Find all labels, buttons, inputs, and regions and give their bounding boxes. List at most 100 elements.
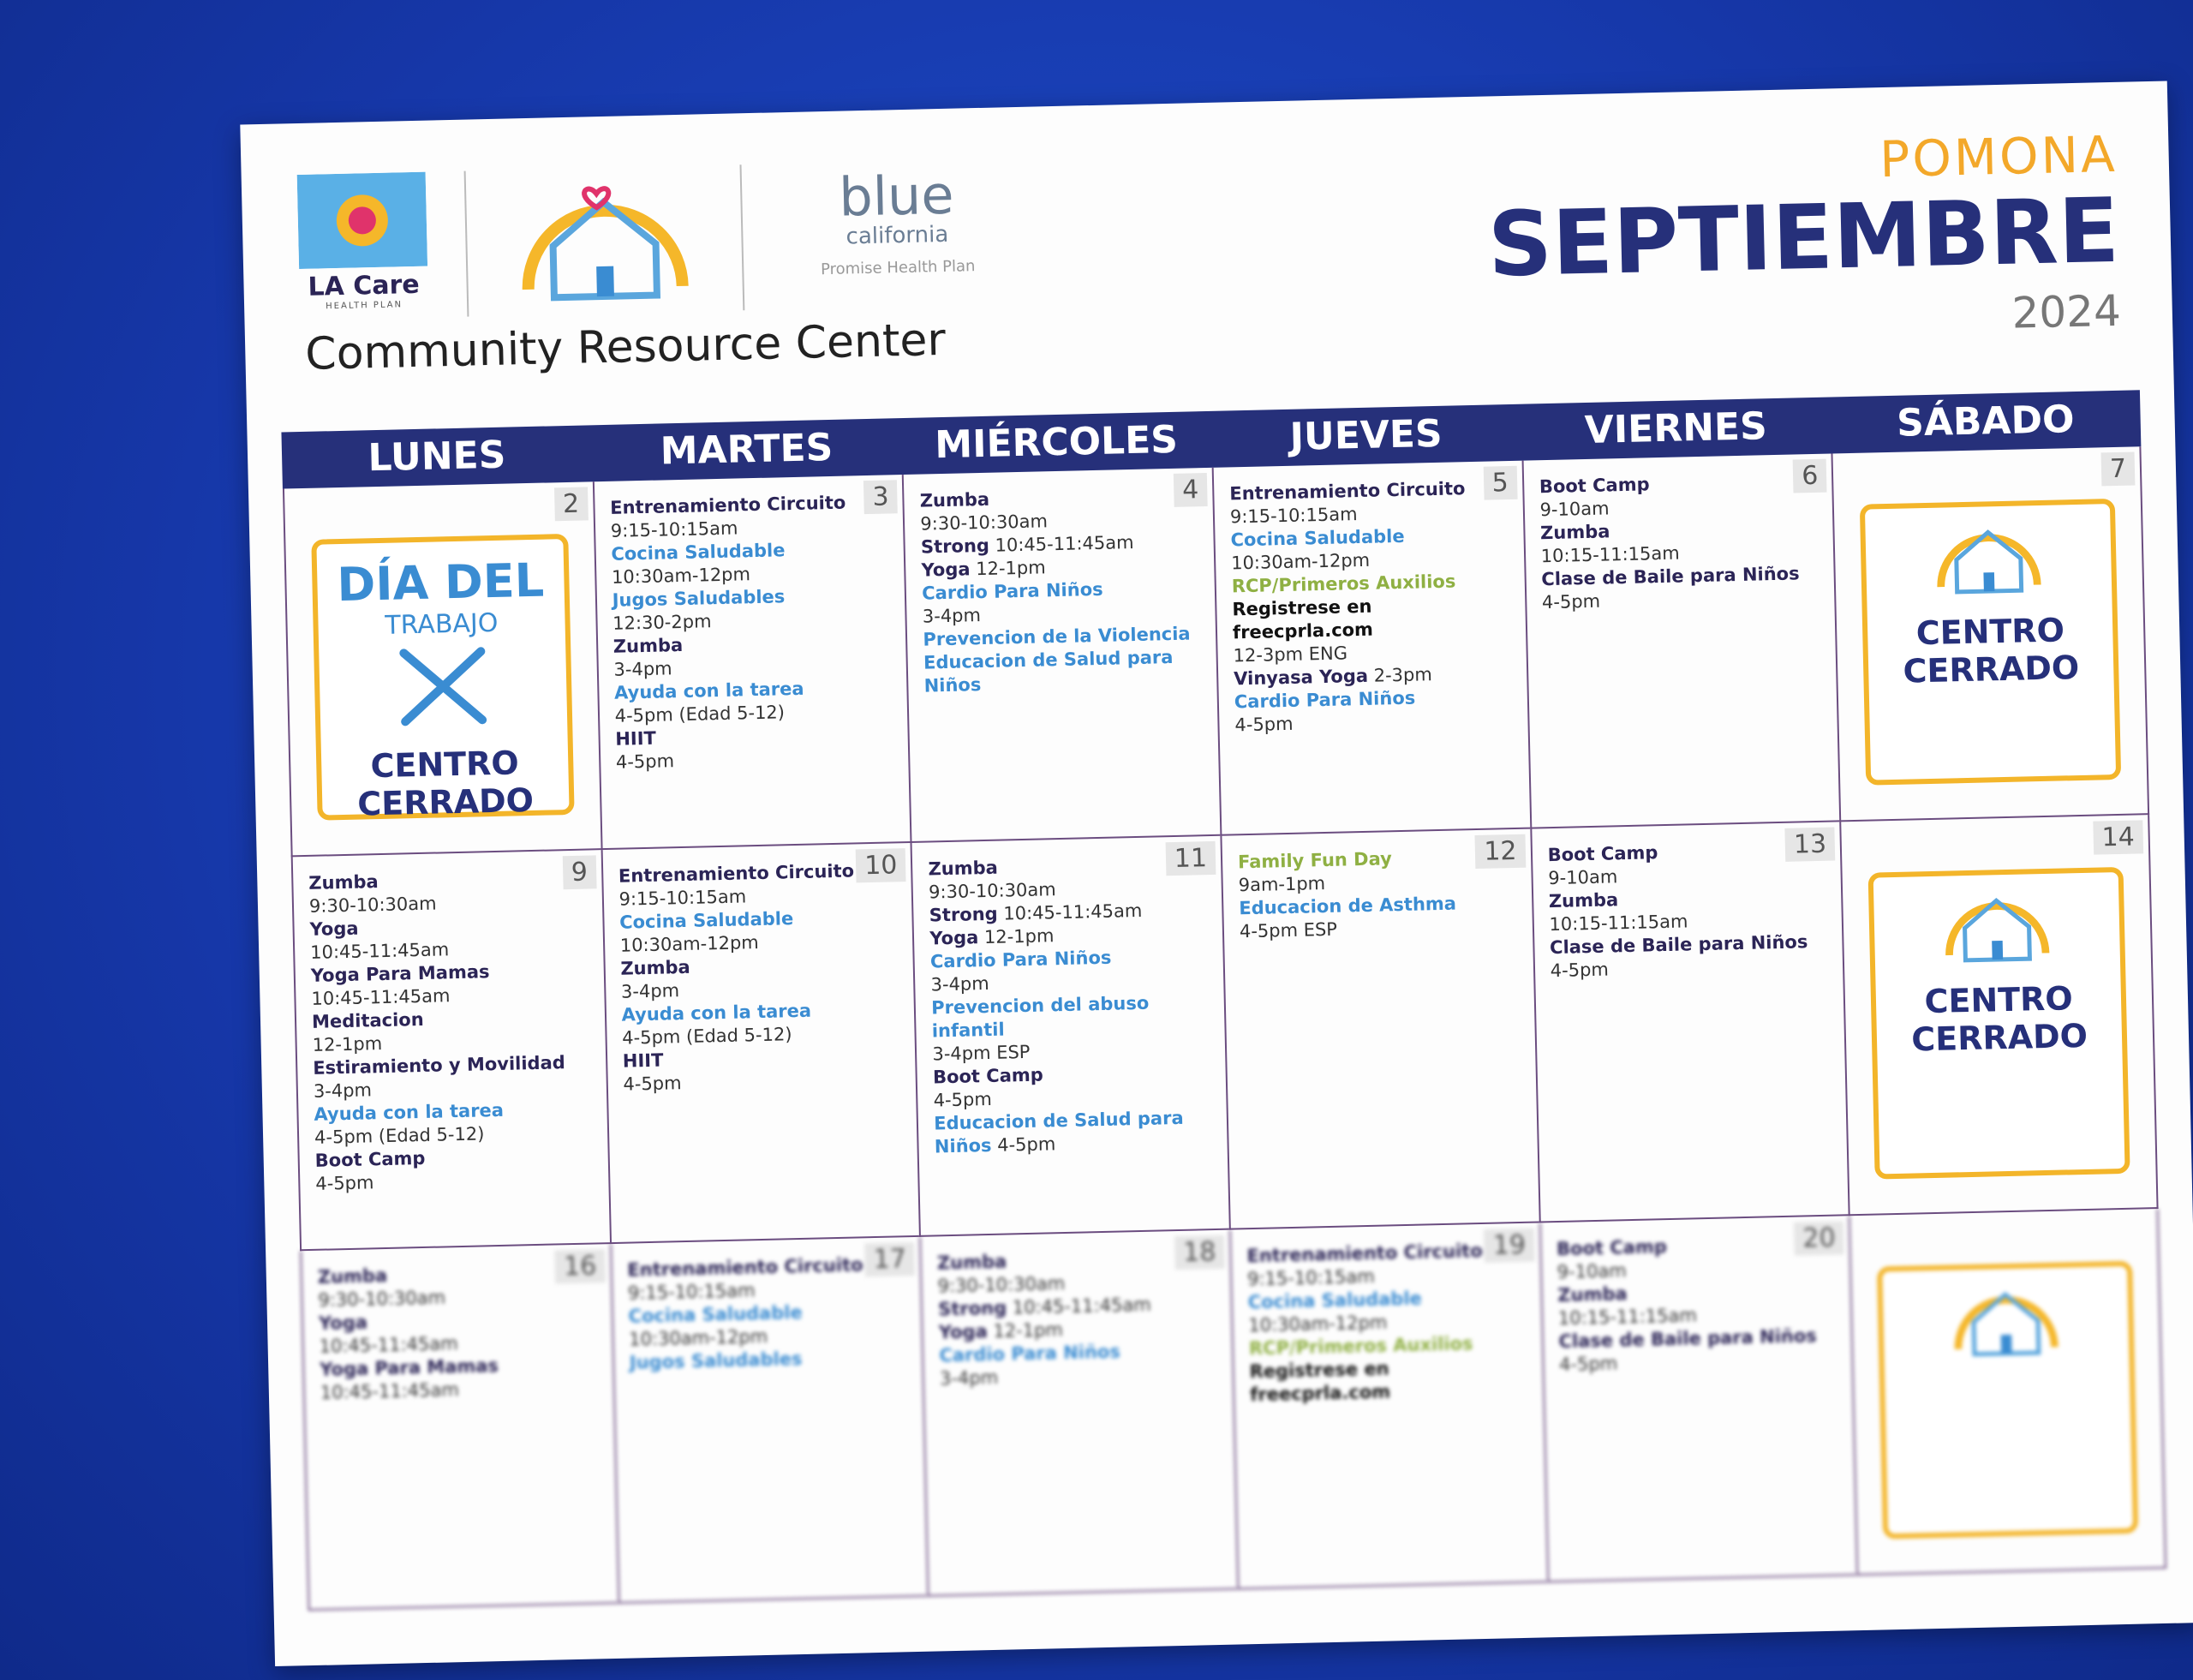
activity: Yoga Para Mamas 10:45-11:45am <box>311 958 595 1010</box>
la-care-name: LA Care <box>308 269 421 302</box>
closed-badge: DÍA DEL TRABAJO CENTRO CERRADO <box>311 533 575 823</box>
activity: Boot Camp 9-10am <box>1539 469 1823 522</box>
activity: Zumba 10:15-11:15am <box>1549 884 1832 936</box>
activity-time: 3-4pm <box>313 1079 373 1102</box>
activity: Estiramiento y Movilidad 3-4pm <box>313 1050 596 1103</box>
activity-name: Zumba <box>612 634 684 657</box>
day-cell <box>1848 1209 2167 1576</box>
day-cell: 12 Family Fun Day 9am-1pm Educacion de Asth… <box>1220 828 1539 1230</box>
activity-name: Boot Camp <box>1547 842 1658 866</box>
calendar-flyer: LA Care HEALTH PLAN blue california Prom… <box>240 81 2193 1667</box>
activity-name: Zumba <box>919 488 990 511</box>
activity-time: 12-3pm ENG <box>1233 643 1348 667</box>
activity-name: Educacion de Salud para Niños <box>934 1107 1184 1157</box>
day-number: 10 <box>855 848 906 883</box>
activity: Entrenamiento Circuito 9:15-10:15am <box>610 490 893 542</box>
activity-name: Yoga <box>921 559 971 581</box>
activity: Clase de Baile para Niños 4-5pm <box>1550 930 1833 983</box>
activity-name: Yoga <box>938 1321 988 1343</box>
activity-time: 9-10am <box>1548 866 1618 889</box>
activity-time: 10:30am-12pm <box>628 1325 768 1350</box>
day-number: 20 <box>1793 1221 1845 1256</box>
activity-name: Yoga <box>309 918 359 940</box>
activity: Zumba 10:15-11:15am <box>1557 1278 1841 1330</box>
activity-time: 12-1pm <box>983 925 1055 948</box>
activity: Yoga 10:45-11:45am <box>319 1306 602 1358</box>
day-number: 11 <box>1165 840 1216 876</box>
activity-time: 4-5pm (Edad 5-12) <box>314 1123 485 1148</box>
activity: Cardio Para Niños 4-5pm <box>1234 685 1518 737</box>
activity-name: Zumba <box>308 871 379 894</box>
activity-time: 10:45-11:45am <box>311 985 451 1009</box>
closed-badge: CENTRO CERRADO <box>1867 866 2130 1180</box>
activity-name: Cardio Para Niños <box>929 947 1112 972</box>
blue-name: blue <box>838 163 955 229</box>
activity: Educacion de Asthma 4-5pm ESP <box>1239 891 1522 943</box>
activity-time: 9:15-10:15am <box>1229 504 1358 528</box>
activity: Cardio Para Niños 3-4pm <box>939 1338 1222 1390</box>
day-cell: 17 Entrenamiento Circuito 9:15-10:15am Coci… <box>609 1236 928 1604</box>
activity-time: 9:30-10:30am <box>308 893 437 917</box>
activity-name: HIIT <box>622 1049 664 1072</box>
activity-name: Jugos Saludables <box>629 1348 803 1373</box>
activity-time: 10:30am-12pm <box>619 932 759 956</box>
activity: HIIT 4-5pm <box>623 1043 906 1096</box>
activity-name: Strong <box>929 903 998 926</box>
activity-time: 10:45-11:45am <box>995 531 1134 556</box>
activity-name: RCP/Primeros Auxilios <box>1231 571 1456 597</box>
activity-time: 3-4pm <box>930 972 989 995</box>
activity: Boot Camp 4-5pm <box>314 1143 598 1195</box>
activity-name: Cocina Saludable <box>611 540 786 565</box>
day-cell: 11 Zumba 9:30-10:30am Strong 10:45-11:45am Y… <box>910 835 1229 1237</box>
day-cell: 20 Boot Camp 9-10am Zumba 10:15-11:15am Clase… <box>1539 1216 1857 1583</box>
activity: Cardio Para Niños 3-4pm <box>930 944 1214 996</box>
activity-time: 10:45-11:45am <box>1012 1294 1151 1318</box>
activity-time: 4-5pm ESP <box>1239 918 1338 942</box>
activity: Zumba 3-4pm <box>613 629 897 681</box>
activity-time: 3-4pm <box>613 658 672 680</box>
activity-time: 4-5pm <box>1558 1353 1618 1375</box>
activity-time: 10:45-11:45am <box>309 939 450 963</box>
activity: Zumba 10:15-11:15am <box>1540 516 1824 568</box>
activity-name: Entrenamiento Circuito <box>627 1254 863 1281</box>
activity-name: Strong <box>920 535 990 558</box>
activity-name: Strong <box>937 1297 1007 1320</box>
activity: Zumba 9:30-10:30am <box>919 483 1203 535</box>
day-number: 9 <box>562 855 597 890</box>
activity-time: 4-5pm <box>1541 590 1601 613</box>
activity-name: Clase de Baile para Niños <box>1549 931 1808 959</box>
day-number: 4 <box>1173 473 1208 507</box>
activity: Cocina Saludable 10:30am-12pm <box>611 536 894 589</box>
tools-icon <box>399 647 487 726</box>
activity-name: Cardio Para Niños <box>921 578 1103 604</box>
activity-name: Zumba <box>928 857 999 880</box>
activity-name: Educacion de Asthma <box>1239 893 1457 919</box>
activity-name: Prevencion del abuso infantil <box>930 992 1150 1042</box>
activity-name: Boot Camp <box>1556 1236 1668 1259</box>
activity-name: Clase de Baile para Niños <box>1541 563 1800 590</box>
activity-time: 12-1pm <box>975 557 1046 580</box>
weekday: SÁBADO <box>1896 398 2076 445</box>
la-care-logo: LA Care HEALTH PLAN <box>293 171 433 313</box>
activity-name: Zumba <box>1548 889 1619 912</box>
activity: Yoga Para Mamas 10:45-11:45am <box>320 1352 603 1404</box>
calendar-grid: 2 DÍA DEL TRABAJO CENTRO CERRADO 3 Entrenamie… <box>282 446 2167 1611</box>
day-number: 19 <box>1484 1228 1535 1263</box>
activity-name: Entrenamiento Circuito <box>1246 1240 1483 1267</box>
activity-name: Entrenamiento Circuito <box>1229 478 1466 505</box>
weekday: MIÉRCOLES <box>934 417 1179 468</box>
activity-time: 9-10am <box>1539 498 1610 521</box>
activity-name: Cardio Para Niños <box>1234 687 1416 713</box>
day-cell: 10 Entrenamiento Circuito 9:15-10:15am Coci… <box>601 842 920 1245</box>
closed-label: CENTRO CERRADO <box>1910 979 2088 1059</box>
activity-time: 9:15-10:15am <box>1246 1265 1375 1290</box>
activity-name: Vinyasa Yoga <box>1233 665 1369 690</box>
activity-name: Entrenamiento Circuito <box>609 492 846 518</box>
activity-name: Registrese en freecprla.com <box>1249 1358 1391 1406</box>
activity-name: Yoga Para Mamas <box>320 1355 499 1380</box>
activity-name: Cocina Saludable <box>618 908 794 933</box>
activity: Entrenamiento Circuito 9:15-10:15am <box>1229 476 1513 529</box>
closed-label: CENTRO CERRADO <box>1903 611 2080 691</box>
activity-name: Jugos Saludables <box>612 586 786 611</box>
activity-time: 9am-1pm <box>1238 873 1326 896</box>
